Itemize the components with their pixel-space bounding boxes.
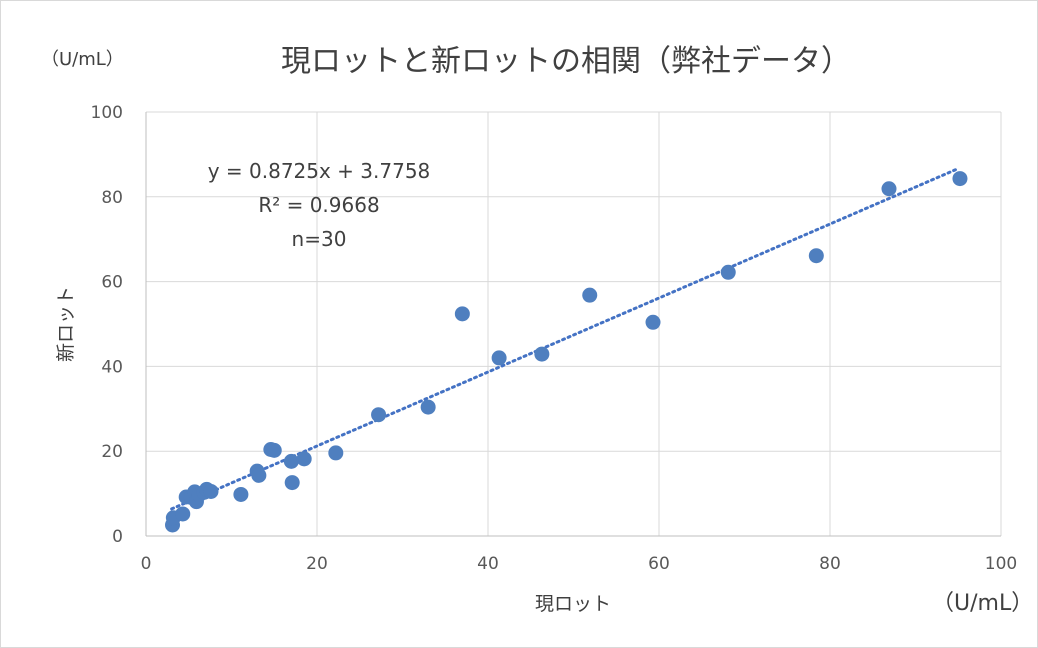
data-point xyxy=(420,399,436,415)
y-tick-label: 40 xyxy=(101,357,123,377)
y-axis-unit: （U/mL） xyxy=(41,49,124,70)
x-tick-label: 60 xyxy=(648,554,670,574)
data-point xyxy=(266,442,282,458)
r-squared-label: R² = 0.9668 xyxy=(258,193,379,217)
data-point xyxy=(328,445,344,461)
data-point xyxy=(808,248,824,264)
data-point xyxy=(371,407,387,423)
data-point xyxy=(233,486,249,502)
data-point xyxy=(645,314,661,330)
sample-count-label: n=30 xyxy=(292,227,347,251)
x-axis-title: 現ロット xyxy=(535,593,611,615)
data-point xyxy=(534,346,550,362)
y-tick-label: 60 xyxy=(101,273,123,293)
data-point xyxy=(203,483,219,499)
data-point xyxy=(952,171,968,187)
y-tick-label: 20 xyxy=(101,442,123,462)
data-point xyxy=(491,350,507,366)
data-point xyxy=(296,451,312,467)
data-point xyxy=(720,264,736,280)
y-tick-label: 0 xyxy=(112,527,123,547)
data-points xyxy=(165,171,968,533)
x-tick-label: 80 xyxy=(819,554,841,574)
data-point xyxy=(251,467,267,483)
data-point xyxy=(582,287,598,303)
x-tick-label: 0 xyxy=(141,554,152,574)
x-axis-unit: （U/mL） xyxy=(932,591,1033,616)
y-tick-label: 100 xyxy=(91,103,123,123)
data-point xyxy=(175,506,191,522)
y-tick-label: 80 xyxy=(101,188,123,208)
data-point xyxy=(454,306,470,322)
axes xyxy=(145,112,1001,537)
x-tick-label: 20 xyxy=(306,554,328,574)
chart-title: 現ロットと新ロットの相関（弊社データ） xyxy=(281,44,851,79)
x-tick-label: 100 xyxy=(985,554,1017,574)
data-point xyxy=(284,475,300,491)
x-tick-label: 40 xyxy=(477,554,499,574)
gridlines xyxy=(146,111,1002,536)
data-point xyxy=(881,181,897,197)
tick-labels: 0 20 40 60 80 100 0 20 40 60 80 100 xyxy=(91,103,1018,574)
regression-equation-label: y = 0.8725x + 3.7758 xyxy=(208,159,431,183)
data-point xyxy=(283,453,299,469)
y-axis-title: 新ロット xyxy=(55,286,77,362)
